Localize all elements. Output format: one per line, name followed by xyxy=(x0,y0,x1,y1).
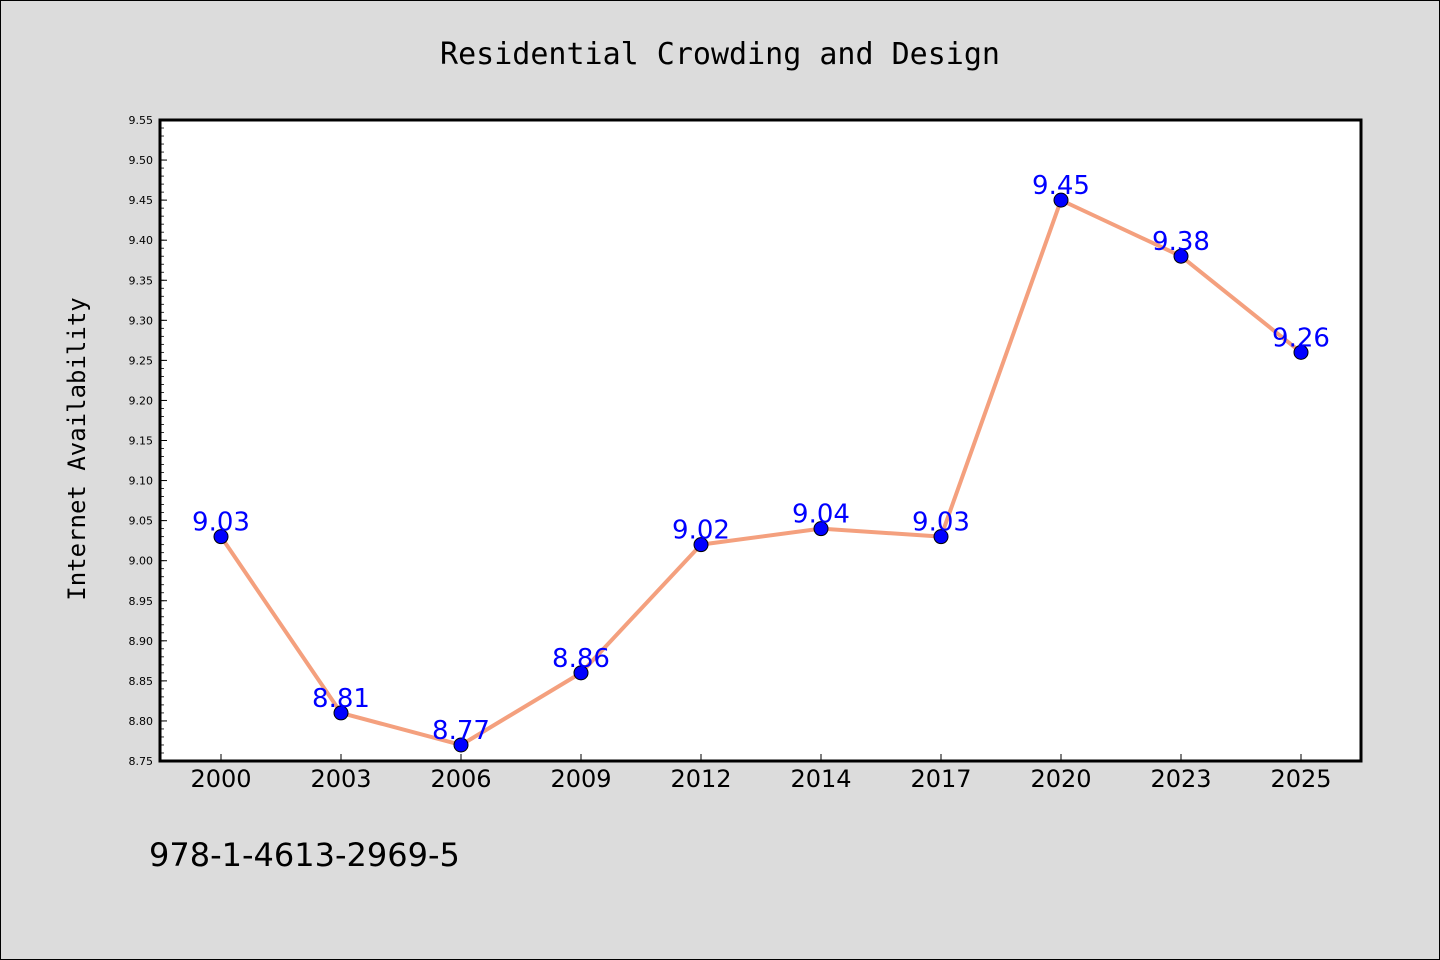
y-axis: 8.75 8.80 8.85 8.90 8.95 9.00 9.05 9.10 9.15 9.20… xyxy=(129,114,167,768)
x-tick-label: 2014 xyxy=(790,765,851,793)
data-label: 9.03 xyxy=(912,508,970,538)
y-tick-label: 9.05 xyxy=(129,515,154,528)
x-tick-label: 2009 xyxy=(550,765,611,793)
y-tick-label: 9.35 xyxy=(129,274,154,287)
data-labels-group: 9.03 8.81 8.77 8.86 9.02 9.04 9.03 9.45 9.38 9.26 xyxy=(192,171,1330,746)
x-tick-label: 2003 xyxy=(310,765,371,793)
x-tick-label: 2025 xyxy=(1270,765,1331,793)
x-tick-label: 2017 xyxy=(910,765,971,793)
data-label: 9.04 xyxy=(792,500,850,530)
series-line-group xyxy=(219,198,1303,747)
plot-frame xyxy=(158,118,1363,763)
data-point xyxy=(213,529,229,545)
data-label: 8.81 xyxy=(312,684,370,714)
x-tick-label: 2023 xyxy=(1150,765,1211,793)
y-axis-label: Internet Availability xyxy=(63,297,91,600)
series-markers-group xyxy=(213,192,1309,753)
y-tick-label: 9.45 xyxy=(129,194,154,207)
data-point xyxy=(333,705,349,721)
data-label: 9.26 xyxy=(1272,323,1330,353)
y-tick-label: 8.75 xyxy=(129,755,154,768)
y-tick-label: 8.80 xyxy=(129,715,154,728)
y-tick-label: 9.50 xyxy=(129,154,154,167)
y-tick-label: 9.55 xyxy=(129,114,154,127)
y-tick-label: 9.25 xyxy=(129,354,154,367)
data-label: 8.77 xyxy=(432,716,490,746)
data-label: 9.02 xyxy=(672,516,730,546)
y-tick-label: 9.30 xyxy=(129,314,154,327)
x-axis: 2000 2003 2006 2009 2012 2014 2017 2020 2023 2025 xyxy=(190,754,1332,793)
data-point xyxy=(813,521,829,537)
data-point xyxy=(693,537,709,553)
data-point xyxy=(1053,192,1069,208)
y-tick-label: 9.00 xyxy=(129,555,154,568)
x-tick-label: 2020 xyxy=(1030,765,1091,793)
data-label: 9.38 xyxy=(1152,227,1210,257)
data-point xyxy=(933,529,949,545)
y-tick-label: 9.15 xyxy=(129,435,154,448)
series-line xyxy=(219,198,1303,747)
x-tick-label: 2012 xyxy=(670,765,731,793)
y-tick-label: 9.20 xyxy=(129,394,154,407)
data-point xyxy=(573,665,589,681)
data-point xyxy=(1293,344,1309,360)
isbn-annotation: 978-1-4613-2969-5 xyxy=(149,836,460,874)
y-tick-label: 8.90 xyxy=(129,635,154,648)
data-point xyxy=(453,737,469,753)
data-label: 8.86 xyxy=(552,644,610,674)
x-tick-label: 2006 xyxy=(430,765,491,793)
data-label: 9.45 xyxy=(1032,171,1090,201)
y-tick-label: 8.95 xyxy=(129,595,154,608)
y-tick-label: 9.40 xyxy=(129,234,154,247)
y-tick-label: 8.85 xyxy=(129,675,154,688)
chart-title: Residential Crowding and Design xyxy=(440,37,1000,72)
data-point xyxy=(1173,248,1189,264)
x-tick-label: 2000 xyxy=(190,765,251,793)
y-tick-label: 9.10 xyxy=(129,475,154,488)
data-label: 9.03 xyxy=(192,508,250,538)
plot-area xyxy=(160,120,1361,761)
